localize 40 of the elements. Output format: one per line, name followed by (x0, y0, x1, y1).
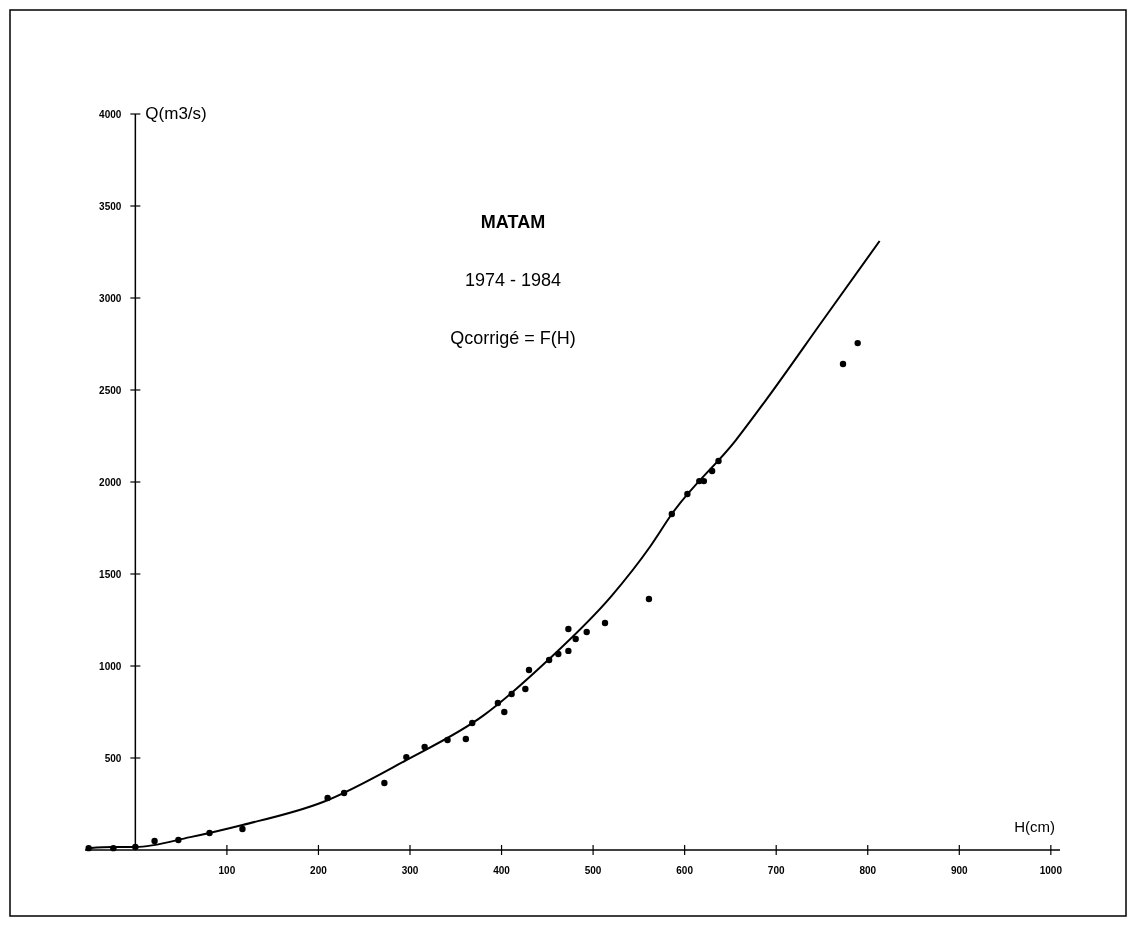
point (854, 339, 861, 347)
point (381, 779, 388, 787)
y-tick-label: 1500 (99, 568, 122, 580)
x-tick-label: 900 (950, 865, 969, 876)
text: 1974 - 1984 (464, 270, 562, 290)
x-tick-label: 200 (310, 865, 328, 876)
point (462, 735, 470, 743)
text: MATAM (480, 212, 546, 232)
point (421, 743, 428, 751)
y-tick-label: 2000 (99, 476, 122, 488)
x-tick-label: 100 (218, 865, 236, 876)
annotation: Qcorrigé = F(H) (450, 328, 576, 348)
point (565, 647, 572, 655)
point (501, 708, 508, 716)
x-axis-title: H(cm) (1014, 818, 1055, 835)
x-tick-label: 600 (676, 865, 694, 876)
y-tick-label: 4000 (99, 108, 122, 120)
y-tick-label: 3500 (99, 200, 122, 212)
y-tick-label: 2500 (99, 384, 122, 396)
x-tick-label: 300 (401, 865, 419, 876)
point (601, 619, 609, 627)
point (239, 825, 246, 833)
point (565, 625, 572, 633)
point (583, 628, 590, 636)
point (151, 837, 158, 845)
y-tick-label: 1000 (99, 660, 122, 672)
x-tick-label: 500 (584, 865, 602, 876)
y-tick-label: 3000 (99, 292, 122, 304)
y-tick-label: 500 (104, 752, 122, 764)
point (645, 595, 653, 603)
point (839, 360, 847, 368)
point (572, 635, 579, 643)
x-tick-label: 800 (859, 865, 877, 876)
point (525, 666, 533, 674)
x-tick-label: 400 (493, 865, 511, 876)
point (522, 685, 529, 693)
x-tick-label: 700 (767, 865, 785, 876)
x-tick-label: 1000 (1039, 865, 1063, 876)
point (700, 477, 708, 485)
y-axis-title: Q(m3/s) (145, 104, 207, 123)
